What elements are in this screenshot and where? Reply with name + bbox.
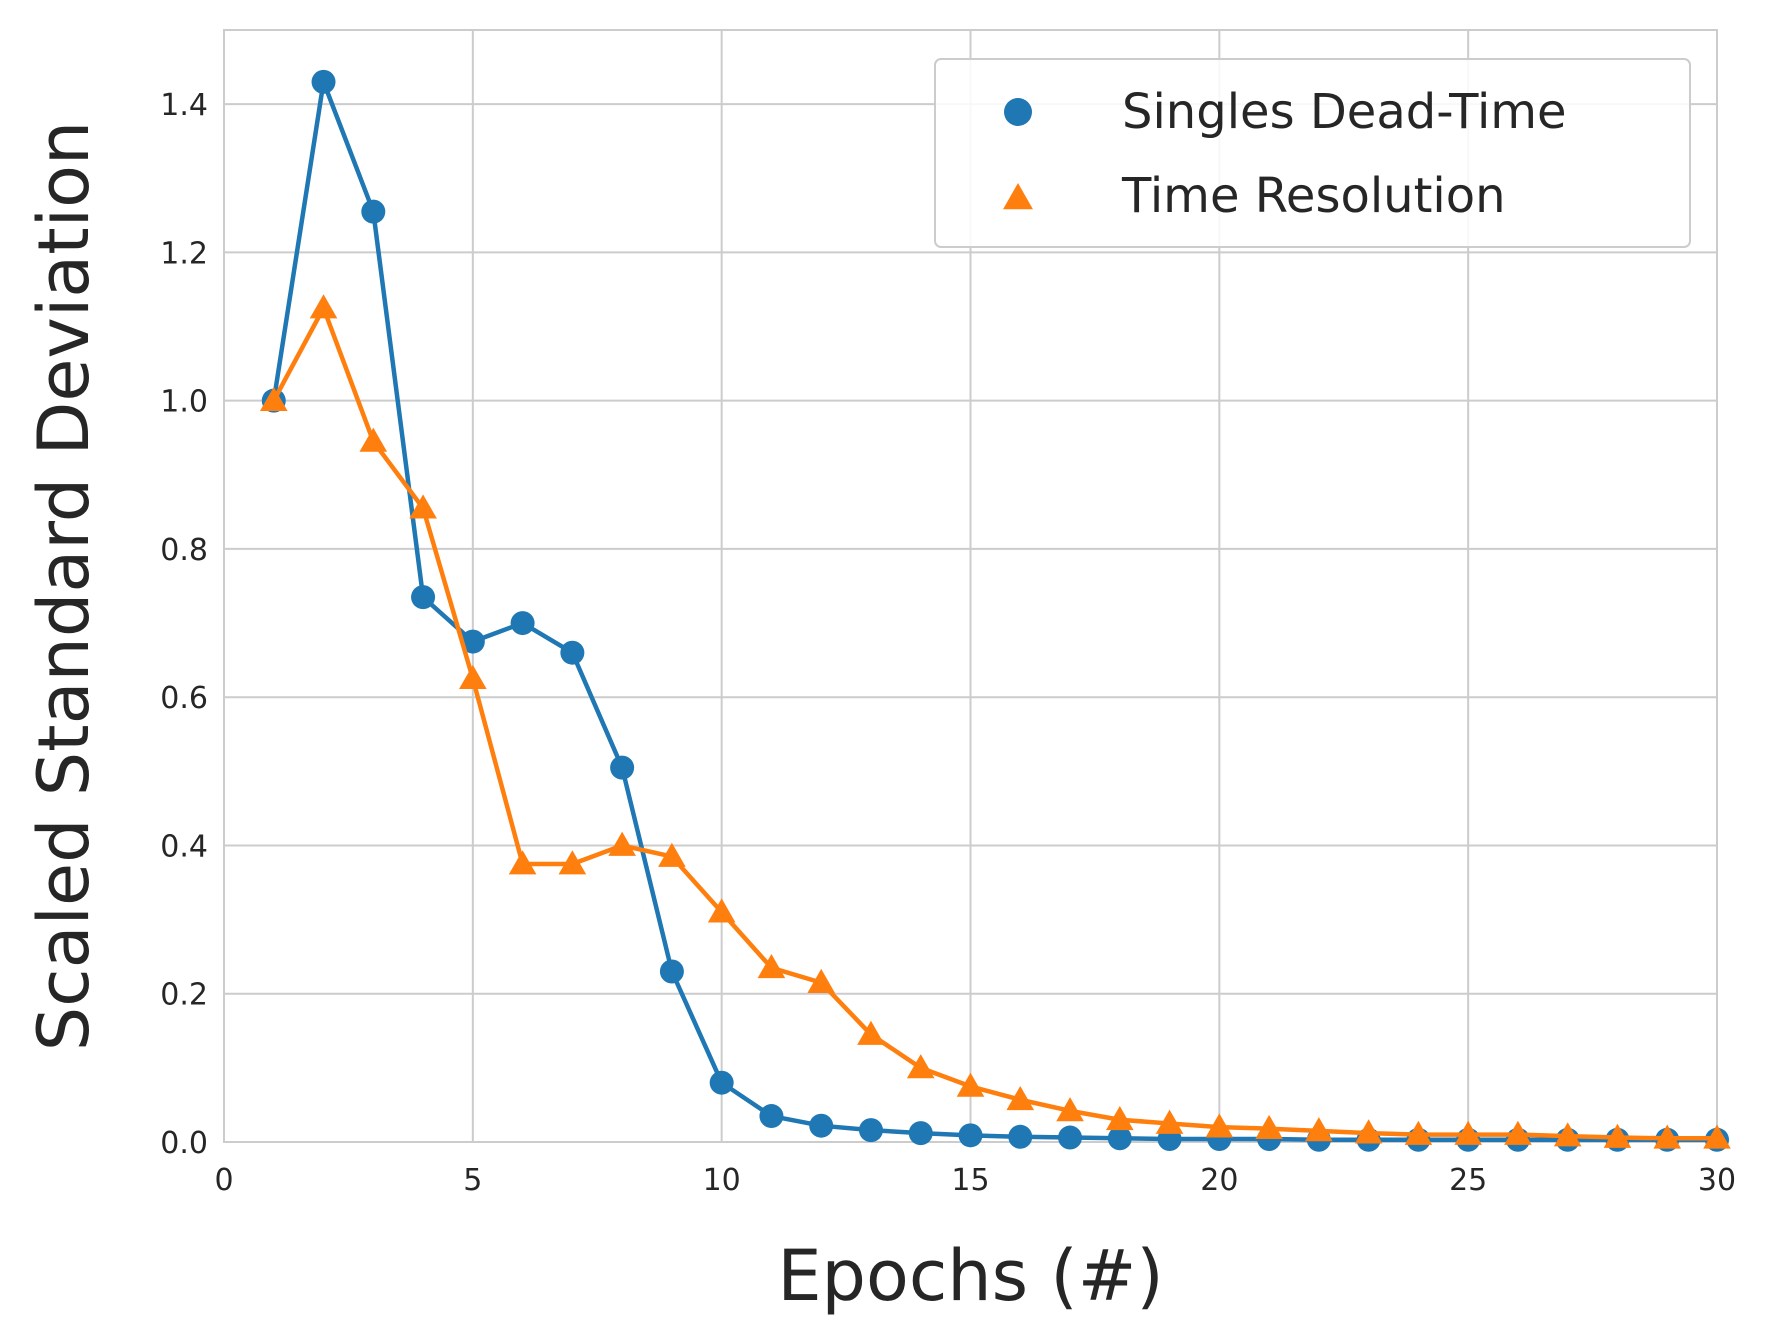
y-tick-label: 0.6: [160, 681, 208, 716]
x-tick-label: 30: [1698, 1163, 1736, 1198]
data-point: [1106, 1105, 1134, 1131]
data-point: [1107, 1126, 1132, 1151]
legend-marker-singles-dead-time: [1004, 98, 1032, 126]
data-point: [608, 831, 636, 856]
y-tick-label: 0.0: [160, 1126, 208, 1161]
data-point: [311, 69, 336, 94]
data-point: [658, 842, 686, 867]
data-point: [1603, 1123, 1632, 1148]
data-point: [809, 1113, 834, 1138]
data-point: [508, 850, 537, 875]
data-point: [560, 640, 585, 665]
data-point: [411, 585, 436, 610]
data-point: [1006, 1085, 1035, 1111]
data-point: [1058, 1125, 1083, 1150]
x-axis-label: Epochs (#): [777, 1235, 1163, 1317]
data-point: [409, 494, 437, 519]
data-point: [459, 664, 487, 690]
data-point: [908, 1121, 933, 1146]
data-point: [361, 199, 386, 224]
data-point: [1653, 1124, 1682, 1149]
data-point: [1205, 1113, 1234, 1138]
data-point: [807, 968, 835, 993]
legend-marker-time-resolution: [1003, 183, 1033, 210]
data-point: [259, 386, 288, 412]
legend: Singles Dead-Time Time Resolution: [934, 58, 1691, 248]
legend-label-singles-dead-time: Singles Dead-Time: [1122, 84, 1567, 140]
data-point: [1354, 1119, 1383, 1144]
data-point: [1553, 1122, 1582, 1147]
y-tick-label: 0.2: [160, 978, 208, 1013]
y-tick-label: 1.4: [160, 88, 208, 123]
data-point: [709, 1070, 734, 1095]
tick-labels: 0 5 10 15 20 25 30 0.0 0.2 0.4 0.6 0.8 1.0 1.2 1.4: [160, 88, 1736, 1198]
data-point: [1404, 1120, 1433, 1145]
legend-box: [934, 58, 1691, 248]
data-point: [1305, 1117, 1333, 1142]
data-point: [1155, 1109, 1184, 1134]
y-axis-label: Scaled Standard Deviation: [23, 121, 105, 1052]
x-tick-label: 0: [214, 1163, 233, 1198]
data-point: [857, 1020, 885, 1045]
data-point: [759, 1104, 784, 1129]
x-tick-label: 5: [463, 1163, 482, 1198]
data-point: [659, 959, 684, 984]
data-point: [610, 755, 635, 780]
data-point: [757, 953, 786, 979]
data-point: [1255, 1114, 1283, 1140]
data-point: [958, 1123, 983, 1148]
data-point: [558, 850, 587, 875]
y-tick-label: 1.2: [160, 236, 208, 271]
data-point: [309, 294, 338, 319]
data-point: [1008, 1124, 1033, 1149]
x-tick-label: 10: [703, 1163, 741, 1198]
data-point: [707, 898, 736, 923]
y-tick-label: 0.4: [160, 829, 208, 864]
series-time-resolution: [259, 294, 1731, 1149]
y-tick-label: 0.8: [160, 533, 208, 568]
data-point: [1703, 1124, 1731, 1149]
data-point: [906, 1054, 935, 1079]
data-point: [858, 1118, 883, 1143]
y-tick-label: 1.0: [160, 385, 208, 420]
data-point: [1056, 1097, 1084, 1122]
data-point: [956, 1072, 985, 1097]
x-tick-label: 15: [951, 1163, 989, 1198]
data-point: [1454, 1120, 1482, 1145]
data-point: [1504, 1120, 1532, 1145]
x-tick-label: 25: [1449, 1163, 1487, 1198]
data-point: [359, 427, 388, 452]
data-point: [510, 611, 535, 636]
series-layer: [259, 69, 1731, 1152]
series-line: [271, 305, 1717, 1141]
legend-label-time-resolution: Time Resolution: [1121, 168, 1506, 224]
x-tick-label: 20: [1200, 1163, 1238, 1198]
data-point: [460, 629, 485, 654]
